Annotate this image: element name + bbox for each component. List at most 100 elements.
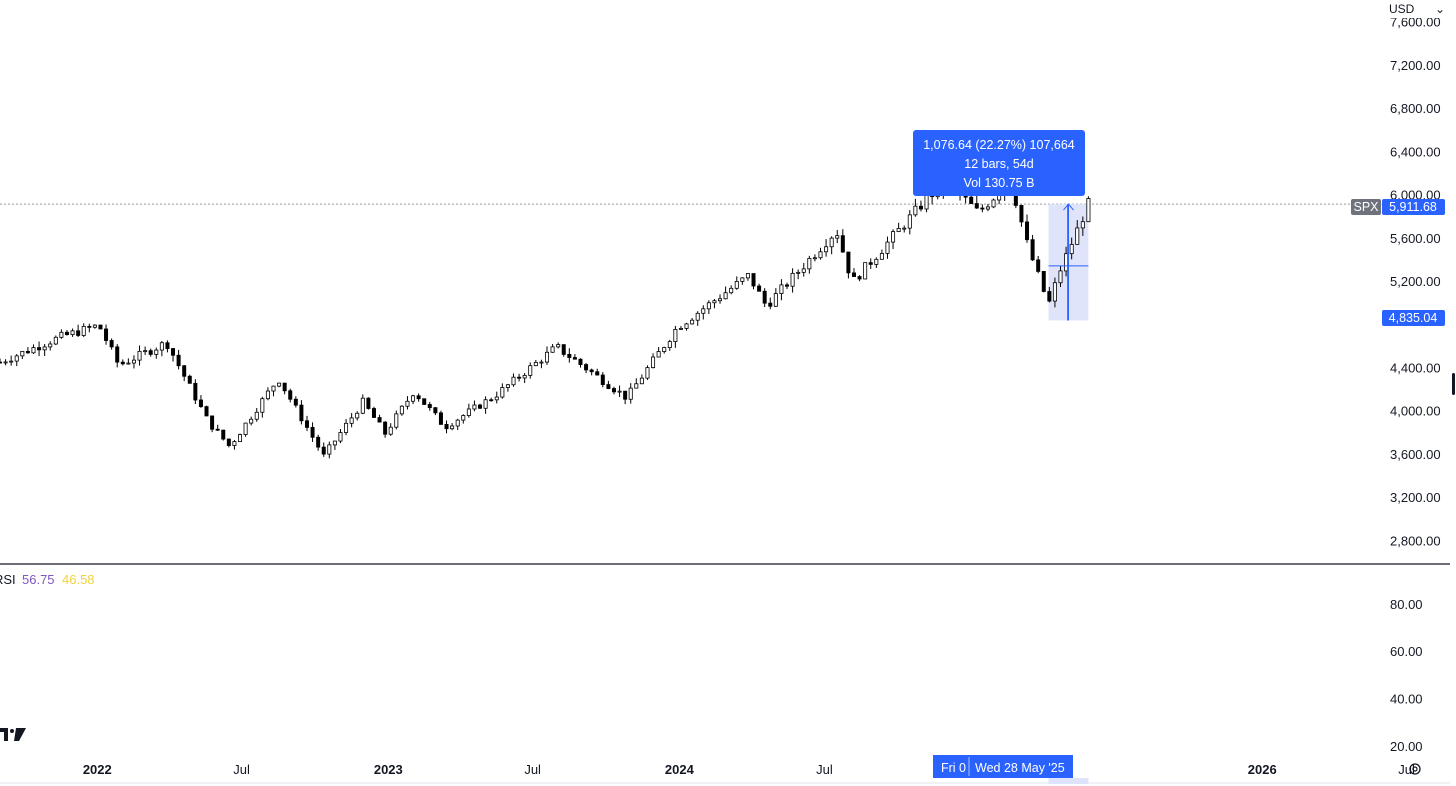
candle bbox=[768, 297, 773, 310]
candle-body bbox=[762, 290, 767, 304]
candle-body bbox=[176, 354, 181, 367]
candle-body bbox=[3, 361, 8, 364]
candle bbox=[589, 368, 594, 376]
candle-body bbox=[824, 246, 829, 253]
candle-body bbox=[338, 432, 343, 442]
candle-body bbox=[104, 328, 109, 341]
rsi-axis[interactable]: 80.00 60.00 40.00 20.00 bbox=[1390, 597, 1423, 754]
time-selection-highlight bbox=[1048, 778, 1089, 784]
candle-body bbox=[355, 412, 360, 419]
candle-body bbox=[595, 371, 600, 376]
price-tick-label: 4,000.00 bbox=[1390, 404, 1441, 419]
candle-body bbox=[304, 420, 309, 428]
candle bbox=[187, 374, 192, 384]
candle bbox=[444, 420, 449, 434]
candle-body bbox=[690, 319, 695, 325]
candle-body bbox=[712, 300, 717, 304]
currency-label[interactable]: USD bbox=[1389, 2, 1415, 16]
candle-body bbox=[109, 340, 114, 348]
candle bbox=[868, 258, 873, 270]
candle bbox=[3, 359, 8, 366]
candle-body bbox=[695, 312, 700, 321]
price-tick-label: 6,000.00 bbox=[1390, 188, 1441, 203]
price-tick-label: 5,600.00 bbox=[1390, 231, 1441, 246]
candle-body bbox=[1041, 271, 1046, 292]
chevron-down-icon[interactable]: ⌄ bbox=[1435, 2, 1445, 16]
candle-body bbox=[221, 429, 226, 440]
candle bbox=[611, 386, 616, 395]
candle-body bbox=[64, 331, 69, 335]
candle bbox=[701, 305, 706, 320]
candle-body bbox=[1025, 221, 1030, 241]
candle-body bbox=[438, 412, 443, 425]
candle-body bbox=[321, 446, 326, 455]
candle bbox=[243, 422, 248, 437]
time-tick-label: Jul bbox=[816, 762, 833, 777]
price-axis[interactable]: 7,600.00 7,200.00 6,800.00 6,400.00 6,000.00… bbox=[1381, 0, 1441, 786]
candle bbox=[37, 341, 42, 357]
candle-body bbox=[327, 444, 332, 455]
candle bbox=[360, 394, 365, 415]
candle-body bbox=[478, 404, 483, 409]
candle-body bbox=[807, 258, 812, 270]
currency-selector[interactable]: USD ⌄ bbox=[1384, 0, 1446, 18]
candle bbox=[779, 279, 784, 301]
candle bbox=[829, 236, 834, 255]
rsi-pane[interactable]: RSI 56.75 46.58 bbox=[0, 572, 95, 587]
price-tick-label: 7,200.00 bbox=[1390, 58, 1441, 73]
candle bbox=[327, 441, 332, 459]
candle-body bbox=[165, 342, 170, 349]
candle bbox=[511, 373, 516, 387]
candle-body bbox=[851, 272, 856, 277]
candle bbox=[371, 406, 376, 418]
candle-body bbox=[444, 424, 449, 430]
candle-body bbox=[572, 357, 577, 360]
candle-body bbox=[517, 376, 522, 379]
candle-body bbox=[433, 407, 438, 414]
candle bbox=[338, 429, 343, 444]
time-tick-label: 2023 bbox=[374, 762, 403, 777]
candle bbox=[204, 405, 209, 417]
candle bbox=[59, 329, 64, 339]
candle bbox=[438, 410, 443, 425]
chart-settings-gear-icon[interactable] bbox=[1409, 763, 1421, 775]
candle-body bbox=[472, 404, 477, 410]
price-tick-label: 5,200.00 bbox=[1390, 274, 1441, 289]
candle bbox=[1019, 204, 1024, 227]
candle-body bbox=[483, 399, 488, 409]
candle-body bbox=[59, 331, 64, 338]
candle-body bbox=[706, 302, 711, 310]
candle bbox=[9, 355, 14, 366]
candle bbox=[556, 342, 561, 349]
candle-body bbox=[896, 228, 901, 233]
time-axis[interactable]: 2022Jul2023Jul2024Jul20252026Jul bbox=[0, 762, 1450, 784]
candle-body bbox=[405, 400, 410, 407]
candle bbox=[232, 440, 237, 450]
candle-body bbox=[193, 382, 198, 401]
date-tag-start: Fri 0 bbox=[941, 761, 966, 775]
candle bbox=[517, 373, 522, 382]
candle bbox=[226, 438, 231, 448]
candle-body bbox=[522, 374, 527, 379]
candle bbox=[455, 418, 460, 431]
last-price-tag: 5,911.68 bbox=[1382, 199, 1445, 215]
candle bbox=[20, 350, 25, 360]
candle bbox=[667, 339, 672, 351]
candle bbox=[678, 326, 683, 330]
candle-body bbox=[92, 324, 97, 328]
candle-body bbox=[377, 417, 382, 423]
candle-body bbox=[745, 273, 750, 279]
candle bbox=[1058, 265, 1063, 288]
rsi-tick-label: 60.00 bbox=[1390, 644, 1423, 659]
candle bbox=[265, 387, 270, 401]
candle-body bbox=[918, 205, 923, 210]
candle bbox=[651, 353, 656, 369]
candle bbox=[182, 364, 187, 382]
candle bbox=[344, 419, 349, 436]
candle bbox=[332, 440, 337, 450]
candle bbox=[662, 346, 667, 354]
price-pane[interactable]: 1,076.64 (22.27%) 107,664 12 bars, 54d V… bbox=[0, 130, 1382, 459]
scroll-handle[interactable] bbox=[1452, 373, 1455, 395]
price-tick-label: 3,600.00 bbox=[1390, 447, 1441, 462]
